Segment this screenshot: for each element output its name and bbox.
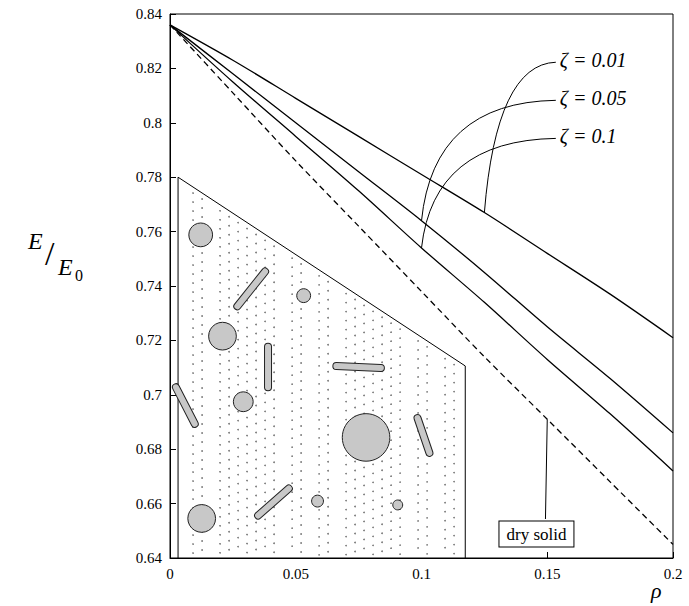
svg-text:ζ = 0.01: ζ = 0.01 — [560, 49, 627, 72]
svg-text:0.64: 0.64 — [136, 550, 163, 566]
svg-text:0.78: 0.78 — [136, 169, 162, 185]
svg-text:0.74: 0.74 — [136, 278, 163, 294]
svg-text:0.66: 0.66 — [136, 496, 163, 512]
svg-text:/: / — [45, 235, 55, 272]
svg-text:ρ: ρ — [650, 578, 662, 603]
svg-text:0.68: 0.68 — [136, 441, 162, 457]
svg-text:E: E — [27, 228, 43, 254]
svg-text:0.72: 0.72 — [136, 332, 162, 348]
svg-text:0.1: 0.1 — [412, 566, 431, 582]
svg-text:0.76: 0.76 — [136, 224, 163, 240]
svg-text:E: E — [57, 254, 73, 280]
svg-text:0: 0 — [75, 267, 83, 284]
svg-text:ζ = 0.05: ζ = 0.05 — [560, 87, 627, 110]
svg-text:dry solid: dry solid — [506, 525, 566, 544]
svg-text:0.82: 0.82 — [136, 60, 162, 76]
svg-text:0.84: 0.84 — [136, 6, 163, 22]
svg-text:ζ = 0.1: ζ = 0.1 — [560, 125, 617, 148]
svg-text:0: 0 — [166, 566, 174, 582]
svg-text:0.8: 0.8 — [143, 115, 162, 131]
svg-text:0.2: 0.2 — [664, 566, 683, 582]
svg-text:0.15: 0.15 — [534, 566, 560, 582]
svg-text:0.7: 0.7 — [143, 387, 162, 403]
svg-text:0.05: 0.05 — [283, 566, 309, 582]
